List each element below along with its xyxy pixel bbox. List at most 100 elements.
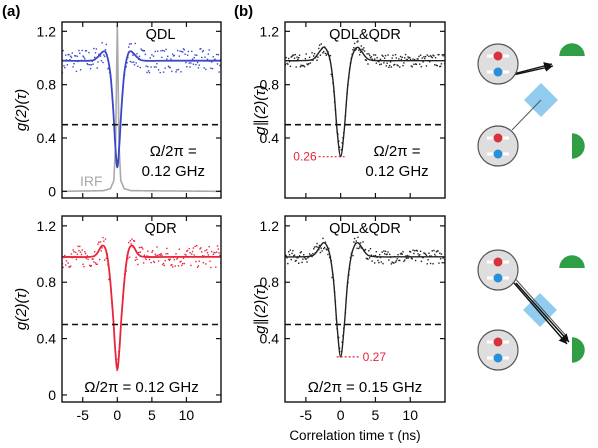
photon-arrow [515, 282, 570, 343]
data-point [315, 245, 317, 248]
data-point [81, 49, 83, 52]
data-point [442, 55, 444, 57]
data-point [95, 48, 98, 50]
data-point [160, 50, 162, 52]
data-point [357, 236, 359, 239]
data-point [72, 249, 74, 251]
data-point [165, 48, 167, 51]
data-point [154, 253, 156, 255]
series-label: QDL [146, 27, 176, 43]
data-point [69, 266, 71, 268]
data-point [137, 263, 139, 266]
data-point [441, 261, 443, 264]
data-point [374, 54, 377, 56]
data-point [184, 53, 186, 56]
data-point [370, 56, 373, 58]
data-point [196, 266, 199, 268]
data-point [353, 47, 355, 49]
data-point [79, 251, 82, 253]
data-point [65, 260, 68, 262]
data-point [131, 61, 133, 64]
data-point [305, 53, 307, 55]
x-tick-label: 10 [402, 407, 418, 423]
data-point [382, 262, 384, 265]
data-point [193, 57, 195, 59]
data-point [432, 263, 434, 265]
data-point [294, 260, 297, 262]
data-point [171, 53, 174, 55]
data-point [313, 55, 315, 57]
detector-icon [559, 255, 585, 268]
blue-dot [493, 149, 503, 159]
dot-circle [477, 329, 519, 371]
data-point [162, 49, 164, 52]
data-point [163, 264, 166, 267]
data-point [213, 251, 215, 254]
data-point [85, 50, 88, 52]
data-point [71, 52, 74, 54]
data-point [411, 66, 413, 68]
data-point [403, 260, 405, 263]
data-point [371, 260, 373, 262]
x-tick-label: 10 [179, 407, 195, 423]
red-dot [493, 51, 503, 61]
red-dot [493, 133, 503, 143]
data-point [132, 240, 135, 242]
y-tick-label: 0 [48, 387, 56, 403]
data-point [179, 261, 181, 263]
data-point [201, 251, 203, 253]
series-label: QDL&QDR [329, 221, 401, 237]
data-point [319, 54, 322, 56]
data-point [438, 262, 440, 264]
data-point [81, 249, 83, 251]
data-point [381, 54, 383, 57]
plot-frame [284, 21, 446, 199]
data-point [431, 250, 433, 252]
data-point [137, 251, 140, 254]
data-point [189, 252, 191, 254]
data-point [218, 71, 220, 73]
data-point [384, 250, 387, 253]
data-point [291, 55, 293, 58]
data-point [107, 68, 109, 70]
data-point [353, 241, 355, 243]
arrow-line [513, 282, 568, 345]
data-point [201, 255, 204, 257]
data-point [394, 261, 397, 263]
data-point [321, 250, 323, 252]
data-point [205, 263, 207, 265]
dot-circle [477, 125, 519, 167]
data-point [388, 253, 391, 256]
data-point [140, 246, 142, 249]
data-point [424, 55, 427, 58]
data-point [288, 254, 291, 256]
data-point [105, 257, 108, 260]
data-point [147, 70, 150, 72]
data-point [180, 260, 182, 262]
data-point [391, 57, 393, 59]
data-point [379, 256, 382, 259]
data-point [97, 243, 99, 245]
data-point [153, 261, 156, 264]
data-point [140, 48, 142, 50]
data-point [190, 62, 192, 64]
data-point [292, 255, 295, 257]
data-point [101, 247, 103, 249]
data-point [364, 59, 367, 61]
data-point [391, 261, 393, 263]
data-point [403, 62, 405, 64]
blue-dot [493, 273, 503, 283]
data-point [129, 60, 132, 63]
data-point [323, 247, 325, 250]
data-point [380, 63, 383, 65]
plot-frame [61, 21, 222, 199]
data-point [317, 246, 319, 248]
data-point [399, 55, 402, 58]
data-point [143, 49, 146, 52]
data-point [78, 250, 80, 252]
data-point [69, 55, 72, 57]
y-tick-label: 0.4 [37, 130, 57, 146]
data-point [382, 55, 384, 58]
data-point [378, 61, 380, 63]
data-point [217, 248, 220, 250]
